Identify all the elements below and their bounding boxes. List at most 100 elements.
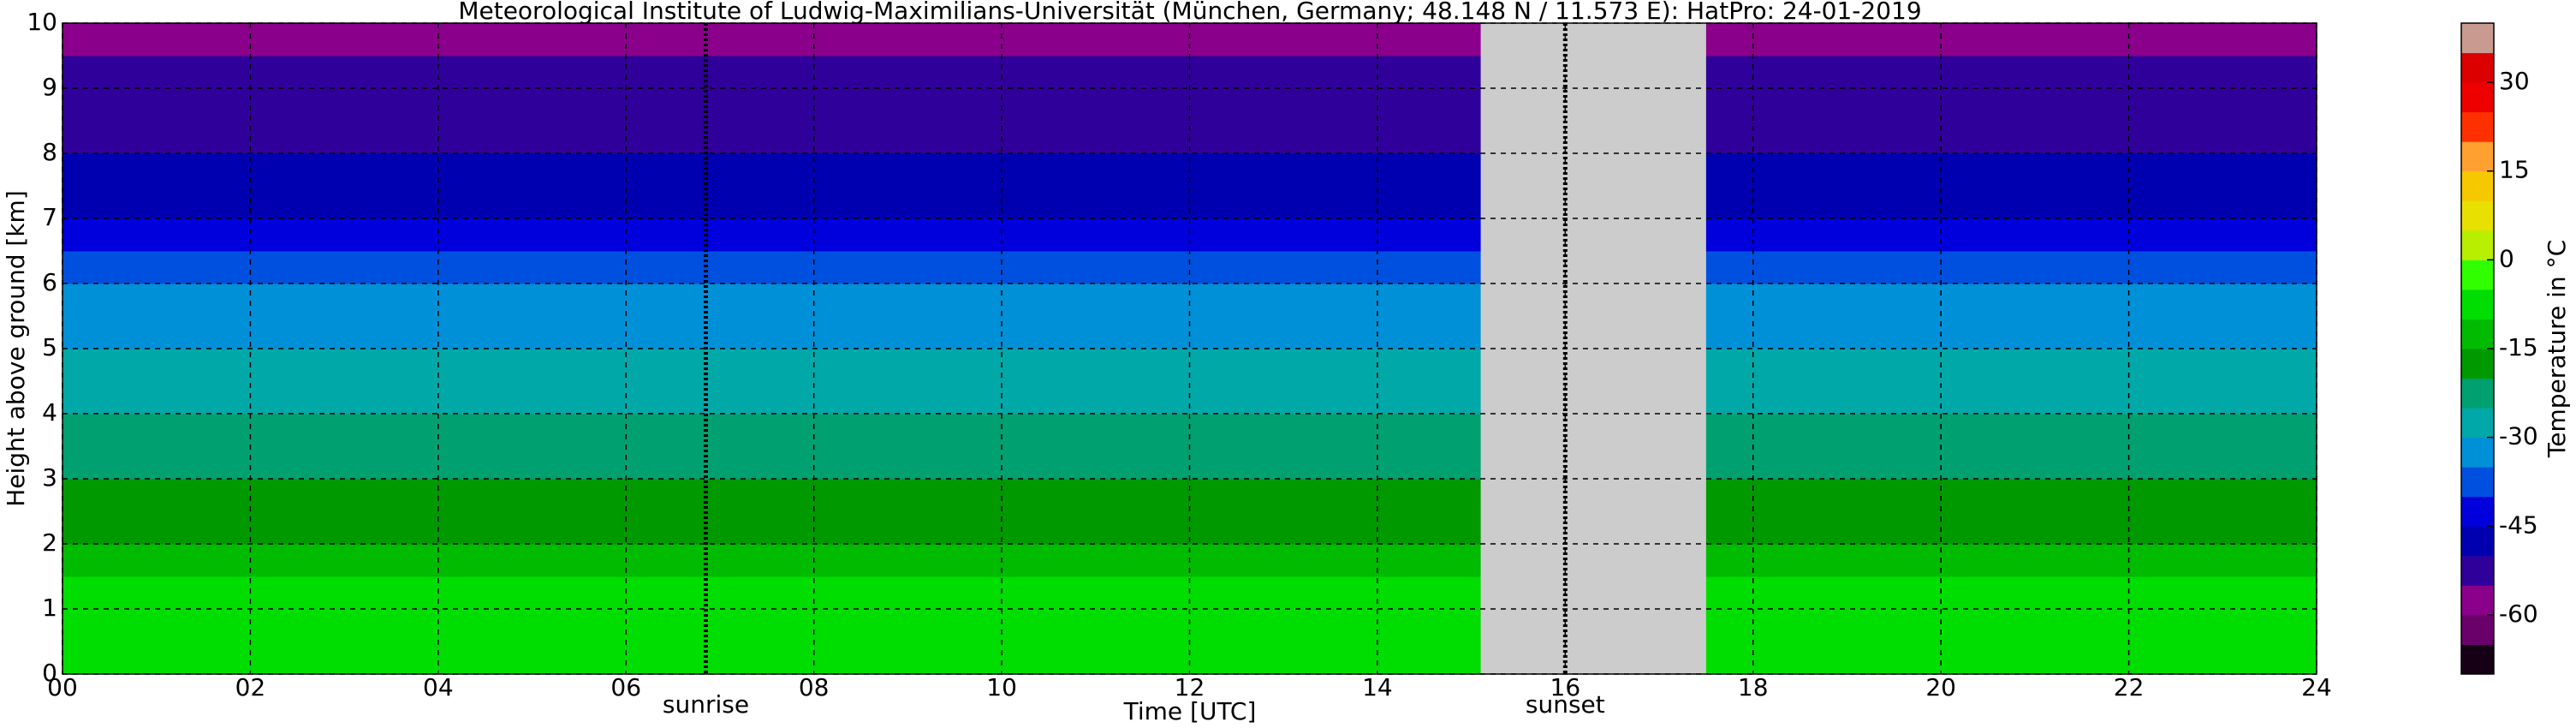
heat-cell — [813, 576, 1002, 610]
heat-cell — [1705, 153, 1942, 187]
x-tick-label: 14 — [1362, 673, 1393, 701]
heat-cell — [2128, 218, 2317, 252]
heat-cell — [62, 121, 251, 154]
heat-cell — [62, 544, 251, 577]
marker-label: sunset — [1526, 690, 1605, 719]
heat-cell — [1377, 251, 1482, 284]
heat-cell — [250, 153, 439, 187]
heat-cell — [1002, 349, 1190, 382]
colorbar-segment — [2461, 230, 2494, 260]
heat-cell — [1377, 153, 1482, 187]
heat-cell — [62, 218, 251, 252]
heat-cell — [1189, 88, 1378, 122]
heat-cell — [1705, 641, 1942, 675]
missing-data — [1480, 381, 1707, 415]
heat-cell — [1941, 283, 2130, 317]
missing-data — [1480, 414, 1707, 447]
heat-cell — [626, 23, 815, 57]
heat-cell — [2128, 511, 2317, 545]
heat-cell — [1705, 576, 1942, 610]
heat-cell — [1941, 609, 2130, 642]
y-tick-label: 3 — [42, 463, 57, 492]
heat-cell — [1189, 218, 1378, 252]
heat-cell — [437, 153, 627, 187]
heat-cell — [437, 576, 627, 610]
heat-cell — [1941, 88, 2130, 122]
heat-cell — [1189, 23, 1378, 57]
y-tick-label: 10 — [27, 8, 57, 36]
colorbar-tick-label: 30 — [2499, 67, 2530, 95]
missing-data — [1480, 23, 1707, 57]
heat-cell — [437, 446, 627, 480]
colorbar-tick-label: -45 — [2499, 510, 2538, 539]
missing-data — [1480, 316, 1707, 349]
plot-frame — [62, 22, 2317, 675]
x-tick-label: 20 — [1925, 673, 1956, 701]
missing-data — [1480, 56, 1707, 89]
heat-cell — [250, 479, 439, 512]
x-tick-label: 12 — [1175, 673, 1205, 701]
heat-cell — [1189, 56, 1378, 89]
heat-cell — [813, 251, 1002, 284]
missing-data — [1480, 349, 1707, 382]
heat-cell — [1189, 153, 1378, 187]
heat-cell — [813, 641, 1002, 675]
heat-cell — [1002, 218, 1190, 252]
colorbar-tick-label: 0 — [2499, 244, 2514, 272]
heat-cell — [1705, 56, 1942, 89]
heat-cell — [2128, 576, 2317, 610]
heat-cell — [1377, 23, 1482, 57]
x-tick-label: 08 — [799, 673, 830, 701]
y-axis-label: Height above ground [km] — [2, 190, 30, 507]
heat-cell — [1002, 641, 1190, 675]
heat-cell — [2128, 479, 2317, 512]
missing-data — [1480, 218, 1707, 252]
heat-cell — [62, 56, 251, 89]
heat-cell — [1941, 414, 2130, 447]
x-tick-label: 10 — [986, 673, 1017, 701]
heat-cell — [813, 186, 1002, 219]
y-tick-label: 1 — [42, 594, 57, 622]
heat-cell — [1941, 479, 2130, 512]
heat-cell — [2128, 414, 2317, 447]
heat-cell — [813, 511, 1002, 545]
missing-data — [1480, 479, 1707, 512]
heat-cell — [626, 283, 815, 317]
heat-cell — [1705, 446, 1942, 480]
colorbar-segment — [2461, 614, 2494, 645]
colorbar-segment — [2461, 141, 2494, 172]
heat-cell — [1189, 641, 1378, 675]
missing-data — [1480, 446, 1707, 480]
heat-cell — [2128, 153, 2317, 187]
colorbar-segment — [2461, 260, 2494, 290]
heat-cell — [626, 121, 815, 154]
colorbar-segment — [2461, 378, 2494, 409]
heat-cell — [813, 283, 1002, 317]
heat-cell — [1002, 121, 1190, 154]
x-tick-label: 06 — [610, 673, 641, 701]
heat-cell — [626, 316, 815, 349]
heat-cell — [1189, 283, 1378, 317]
heat-cell — [813, 609, 1002, 642]
heat-cell — [1941, 446, 2130, 480]
heat-cell — [1941, 186, 2130, 219]
heat-cell — [1002, 283, 1190, 317]
heat-cell — [626, 511, 815, 545]
heat-cell — [1705, 251, 1942, 284]
heat-cell — [2128, 251, 2317, 284]
heat-cell — [2128, 283, 2317, 317]
colorbar-segment — [2461, 200, 2494, 231]
y-tick-label: 2 — [42, 528, 57, 557]
heat-cell — [1189, 609, 1378, 642]
heat-cell — [626, 479, 815, 512]
heat-cell — [250, 121, 439, 154]
heat-cell — [1189, 544, 1378, 577]
heat-cell — [1941, 316, 2130, 349]
heat-cell — [62, 186, 251, 219]
colorbar-segment — [2461, 467, 2494, 498]
heat-cell — [1189, 121, 1378, 154]
heat-cell — [1705, 414, 1942, 447]
heat-cell — [2128, 88, 2317, 122]
heat-cell — [1941, 381, 2130, 415]
